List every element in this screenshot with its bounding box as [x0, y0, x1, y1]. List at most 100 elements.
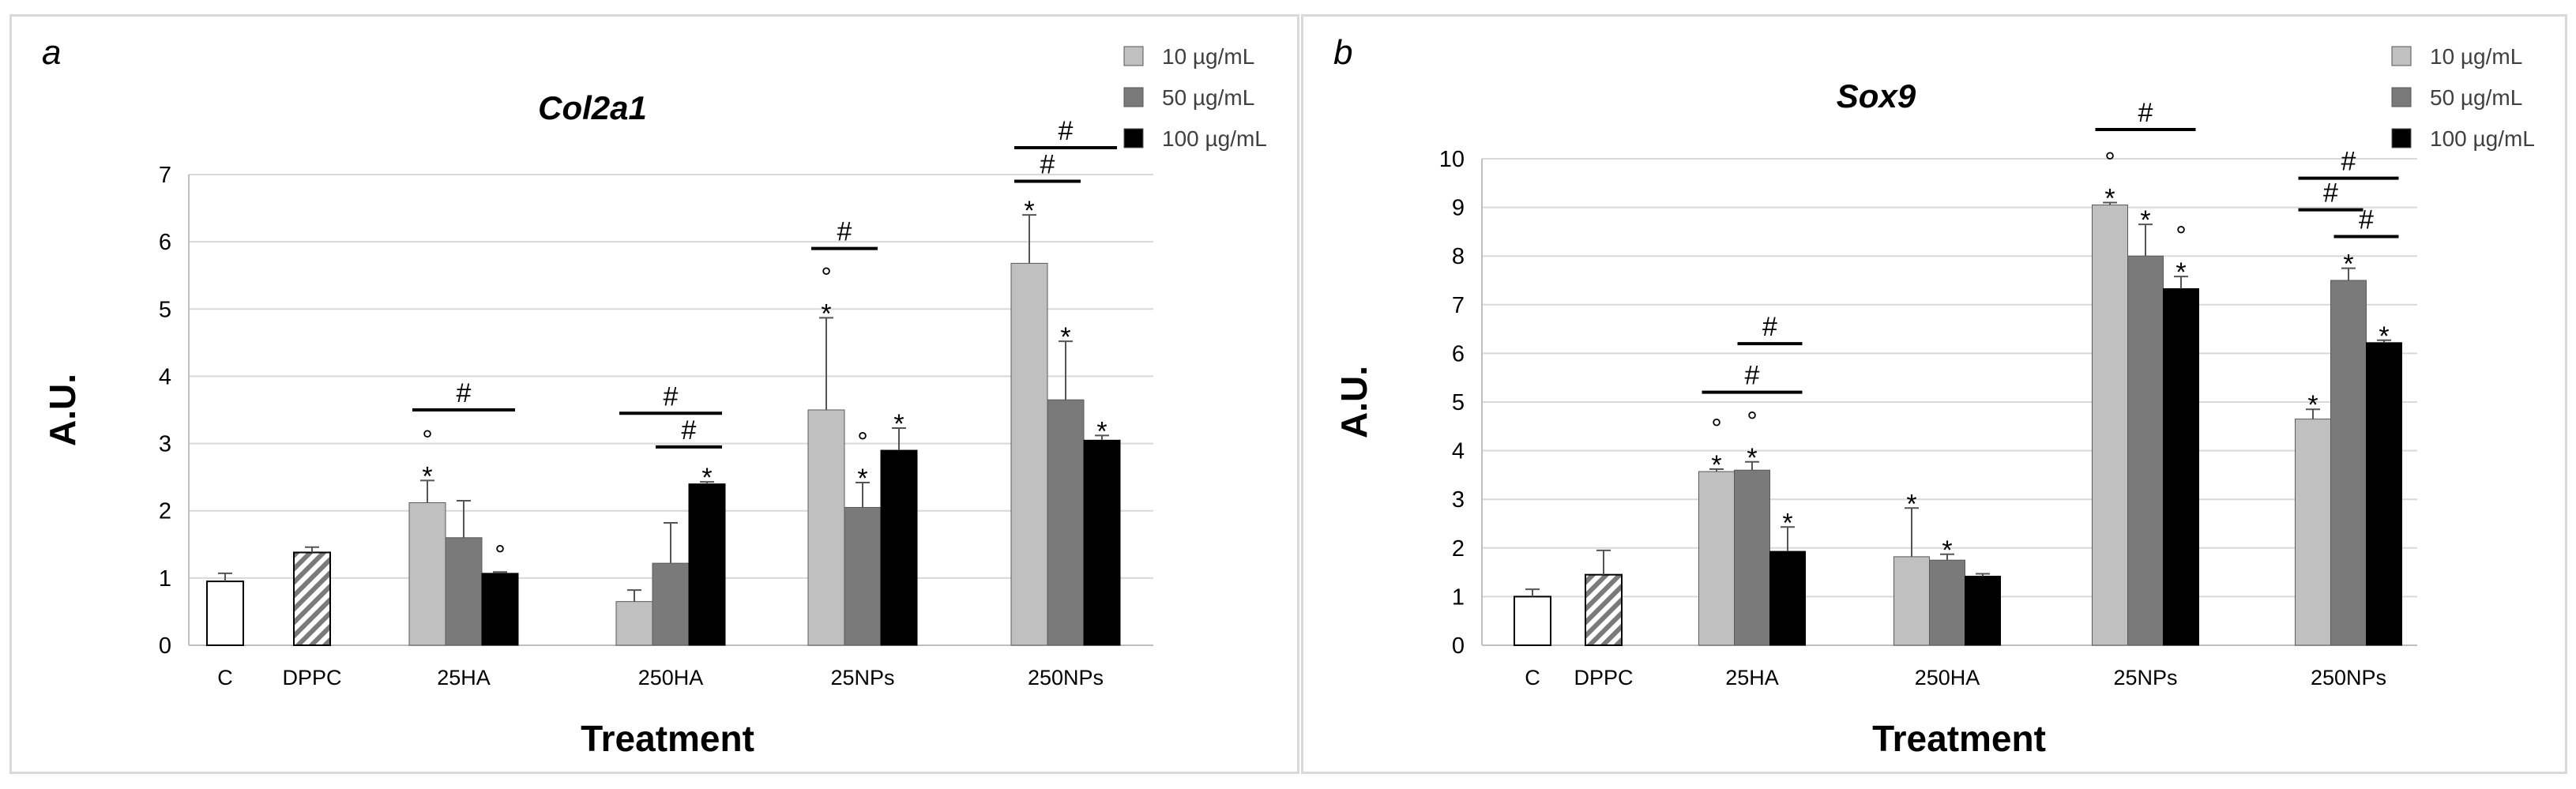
bracket-label: # [1059, 116, 1074, 146]
y-tick-label: 5 [1452, 390, 1465, 415]
y-tick-label: 4 [159, 364, 171, 389]
bar-25nps-s2 [844, 506, 882, 646]
significance-mark: * [1060, 322, 1070, 352]
bracket-label: # [2359, 205, 2374, 235]
bracket-label: # [1762, 312, 1777, 342]
bracket-label: # [1745, 361, 1760, 391]
legend-label: 50 µg/mL [2430, 85, 2522, 110]
significance-mark: ° [821, 262, 832, 292]
legend-label: 10 µg/mL [2430, 44, 2522, 69]
bar-250nps-s2 [1047, 399, 1085, 646]
bar-25nps-s3 [880, 449, 918, 646]
significance-mark: * [1096, 416, 1107, 446]
significance-mark: ° [857, 427, 868, 457]
significance-mark: * [1747, 443, 1757, 473]
bar-25ha-s1 [408, 502, 446, 646]
significance-mark: * [893, 409, 904, 439]
bar-250ha-s2 [1929, 559, 1965, 646]
bar-250ha-s3 [1965, 576, 2001, 646]
y-tick-label: 7 [159, 163, 171, 188]
significance-mark: ° [2175, 221, 2187, 251]
y-tick-label: 1 [159, 566, 171, 592]
x-tick-label: DPPC [282, 666, 341, 689]
y-axis-title: A.U. [1333, 366, 1374, 438]
y-tick-label: 4 [1452, 439, 1465, 464]
significance-mark: * [1942, 535, 1952, 565]
bar-25nps-s1 [807, 409, 845, 646]
bar-25ha-s2 [445, 537, 483, 646]
bar-25nps-s2 [2127, 255, 2164, 646]
x-tick-label: 250HA [638, 666, 704, 689]
y-tick-label: 3 [159, 432, 171, 457]
y-tick-label: 2 [1452, 536, 1465, 562]
y-tick-label: 9 [1452, 196, 1465, 221]
panel-a: 0 1 2 3 4 5 6 7 C DPPC 25HA 250HA 25NPs 250NPs * ° ° * * ° *… [9, 14, 1299, 774]
significance-mark: * [2140, 205, 2150, 235]
bracket-label: # [837, 217, 852, 247]
significance-mark: * [422, 461, 432, 491]
bar-c [1514, 596, 1551, 647]
significance-mark: * [2307, 390, 2318, 420]
bar-25ha-s3 [481, 573, 519, 646]
legend-swatch [1123, 46, 1144, 66]
legend-swatch [2391, 46, 2412, 66]
bracket-label: # [1040, 150, 1055, 180]
chart-title: Col2a1 [538, 89, 647, 126]
y-tick-label: 7 [1452, 293, 1465, 318]
chart-col2a1: 0 1 2 3 4 5 6 7 C DPPC 25HA 250HA 25NPs 250NPs * ° ° * * ° *… [42, 33, 1267, 759]
y-tick-label: 1 [1452, 584, 1465, 610]
x-tick-label: 25NPs [2113, 666, 2177, 689]
significance-mark: * [857, 464, 867, 494]
bar-25ha-s1 [1698, 471, 1735, 646]
bracket-label: # [2138, 98, 2153, 128]
significance-mark: * [821, 299, 831, 329]
bar-250nps-s1 [2295, 419, 2331, 646]
significance-mark: ° [2104, 147, 2115, 177]
x-tick-label: 250NPs [1028, 666, 1104, 689]
x-axis-title: Treatment [1872, 718, 2046, 759]
legend-label: 100 µg/mL [1162, 126, 1267, 151]
bar-c [206, 580, 244, 646]
x-tick-label: 250NPs [2311, 666, 2386, 689]
y-tick-label: 5 [159, 297, 171, 322]
legend-label: 10 µg/mL [1162, 44, 1254, 69]
bracket-label: # [2323, 178, 2338, 209]
y-axis-title: A.U. [42, 374, 83, 446]
legend-label: 50 µg/mL [1162, 85, 1254, 110]
legend-swatch [1123, 128, 1144, 148]
y-tick-label: 2 [159, 499, 171, 524]
x-tick-label: 25HA [1725, 666, 1779, 689]
legend-label: 100 µg/mL [2430, 126, 2535, 151]
bar-250nps-s3 [2366, 342, 2402, 646]
significance-mark: * [1906, 489, 1916, 519]
y-tick-label: 0 [1452, 633, 1465, 659]
bracket-label: # [682, 415, 697, 445]
x-tick-label: C [217, 666, 233, 689]
bracket-label: # [457, 378, 472, 408]
legend-swatch [1123, 87, 1144, 107]
bar-dppc [293, 551, 331, 647]
bar-dppc [1585, 573, 1623, 646]
x-axis-title: Treatment [581, 718, 754, 759]
bracket-label: # [2341, 147, 2356, 177]
x-tick-label: DPPC [1574, 666, 1633, 689]
bar-250nps-s3 [1083, 439, 1121, 646]
y-tick-label: 8 [1452, 244, 1465, 269]
bar-25nps-s1 [2092, 205, 2128, 646]
bar-250ha-s1 [1893, 556, 1930, 646]
y-tick-label: 10 [1439, 147, 1465, 172]
significance-mark: * [2343, 250, 2353, 280]
significance-mark: * [1024, 196, 1034, 226]
bar-250ha-s1 [615, 601, 653, 646]
significance-mark: ° [1747, 407, 1758, 437]
significance-mark: ° [422, 425, 433, 455]
bar-25nps-s3 [2163, 287, 2199, 646]
panel-b: 0 1 2 3 4 5 6 7 8 9 10 C DPPC 25HA 250HA 25NPs 250NPs * ° *… [1301, 14, 2567, 774]
x-tick-label: C [1525, 666, 1540, 689]
significance-mark: * [1782, 508, 1792, 538]
chart-title: Sox9 [1837, 77, 1916, 115]
significance-mark: * [2175, 257, 2186, 287]
bar-250ha-s3 [688, 483, 726, 646]
bar-250nps-s1 [1010, 262, 1048, 646]
significance-mark: * [701, 463, 712, 493]
